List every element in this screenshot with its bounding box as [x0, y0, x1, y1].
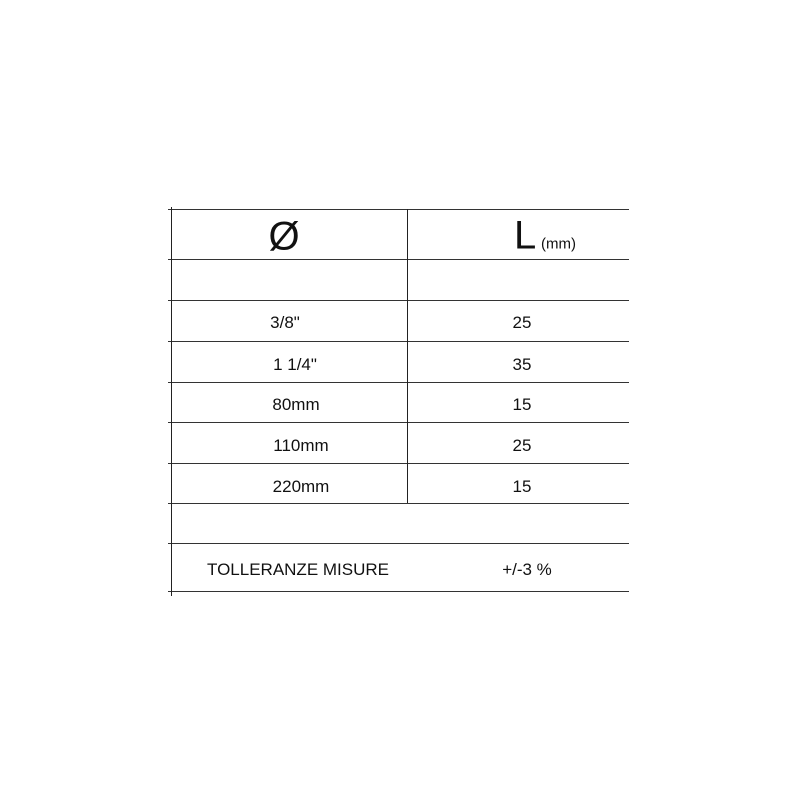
row-divider — [168, 463, 629, 464]
diameter-header: Ø — [268, 214, 300, 259]
diameter-cell: 110mm — [273, 436, 329, 455]
diameter-cell: 80mm — [272, 395, 320, 414]
diameter-cell: 1 1/4" — [273, 355, 317, 374]
length-unit: (mm) — [541, 235, 576, 253]
row-divider — [168, 503, 629, 504]
length-cell: 15 — [512, 395, 532, 414]
row-divider — [168, 300, 629, 301]
tolerance-value: +/-3 % — [502, 560, 552, 579]
left-border — [171, 207, 172, 596]
length-cell: 15 — [512, 477, 532, 496]
column-divider — [407, 209, 408, 503]
length-cell: 25 — [512, 313, 532, 332]
row-divider — [168, 591, 629, 592]
row-divider — [168, 422, 629, 423]
length-header: L (mm) — [514, 214, 576, 259]
row-divider — [168, 543, 629, 544]
length-cell: 35 — [512, 355, 532, 374]
row-divider — [168, 259, 629, 260]
diameter-cell: 3/8" — [270, 313, 300, 332]
diameter-cell: 220mm — [272, 477, 330, 496]
row-divider — [168, 209, 629, 210]
row-divider — [168, 341, 629, 342]
tolerance-label: TOLLERANZE MISURE — [206, 560, 390, 579]
row-divider — [168, 382, 629, 383]
length-symbol: L — [514, 213, 537, 258]
length-cell: 25 — [512, 436, 532, 455]
